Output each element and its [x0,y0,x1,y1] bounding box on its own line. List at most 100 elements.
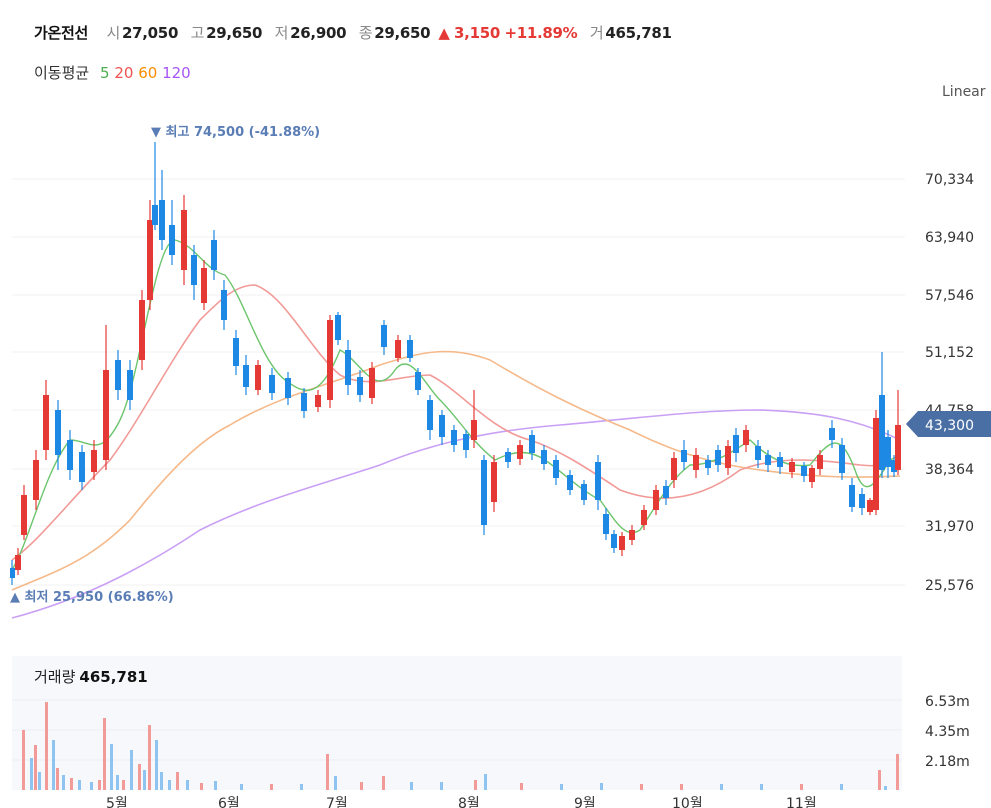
low-value: 26,900 [290,24,347,42]
open-label: 시 [106,24,120,42]
volume-panel-title: 거래량 465,781 [34,666,148,687]
volume-bar [520,783,523,790]
volume-bar [300,784,303,790]
volume-bar [884,786,887,790]
y-tick: 38,364 [925,462,974,478]
y-tick: 51,152 [925,345,974,361]
open-value: 27,050 [122,24,179,42]
volume-bar [800,784,803,790]
volume-bar [214,781,217,790]
volume-bar [62,775,65,790]
x-tick: 6월 [218,796,240,808]
volume-bar [168,780,171,790]
volume-bar [186,780,189,790]
y-tick: 70,334 [925,172,974,188]
volume-bar [78,780,81,790]
volume-bar [138,764,141,790]
volume-bar [155,740,158,790]
change-value: 3,150 [454,24,500,42]
volume-bar [474,780,477,790]
volume-panel-label: 거래량 [34,668,76,686]
ma-legend[interactable]: 이동평균 5 20 60 120 [34,62,191,83]
high-annotation: ▼ 최고 74,500 (-41.88%) [151,125,320,140]
ma20-label[interactable]: 20 [114,64,134,82]
high-label: 고 [190,24,205,42]
volume-bar [760,784,763,790]
volume-bar [410,782,413,790]
volume-bar [103,718,106,790]
volume-bar [143,770,146,790]
volume-bar [640,784,643,790]
ma5-label[interactable]: 5 [99,64,110,82]
x-tick: 7월 [326,796,348,808]
ma120-label[interactable]: 120 [162,64,191,82]
volume-bar [334,776,337,790]
ma-legend-title: 이동평균 [34,64,90,82]
volume-bar [484,774,487,790]
volume-bar [70,778,73,790]
volume-bar [326,754,329,790]
volume-bar [160,772,163,790]
volume-bar [270,784,273,790]
volume-bar [878,770,881,790]
x-tick: 11월 [786,796,817,808]
y-tick: 31,970 [925,519,974,535]
volume-bar [116,775,119,790]
volume-label: 거 [589,24,604,42]
close-value: 29,650 [374,24,431,42]
volume-bar [98,780,101,790]
volume-bars [22,702,899,790]
volume-bar [240,784,243,790]
y-tick: 57,546 [925,288,974,304]
volume-y-tick: 2.18m [925,754,970,770]
stock-name: 가온전선 [34,24,89,42]
x-tick: 5월 [106,796,128,808]
volume-bar [440,782,443,790]
ma60-line [11,350,901,591]
x-tick: 10월 [672,796,703,808]
volume-bar [90,782,93,790]
low-label: 저 [274,24,289,42]
volume-bar [680,784,683,790]
volume-bar [560,784,563,790]
volume-bar [720,784,723,790]
y-tick: 25,576 [925,578,974,594]
scale-toggle[interactable]: Linear [942,84,986,100]
volume-bar [22,730,25,790]
volume-bar [34,745,37,790]
low-annotation: ▲ 최저 25,950 (66.86%) [10,590,174,605]
volume-bar [200,783,203,790]
y-tick: 63,940 [925,230,974,246]
volume-bar [130,750,133,790]
x-tick: 8월 [458,796,480,808]
volume-bar [360,782,363,790]
current-price-tag: 43,300 [906,411,991,437]
x-tick: 9월 [574,796,596,808]
volume-bar [52,740,55,790]
volume-value: 465,781 [605,24,672,42]
close-label: 종 [358,24,373,42]
current-price-value: 43,300 [925,418,974,434]
volume-bar [110,744,113,790]
candlesticks [10,142,901,585]
ma20-line [11,284,901,561]
quote-header: 가온전선 시 27,050 고 29,650 저 26,900 종 29,650 ▲ 3,… [34,22,680,43]
ma60-label[interactable]: 60 [138,64,158,82]
volume-bar [896,754,899,790]
volume-panel [12,656,902,790]
volume-bar [122,780,125,790]
high-value: 29,650 [206,24,263,42]
change-percent: +11.89% [504,24,578,42]
volume-y-tick: 6.53m [925,694,970,710]
volume-bar [840,784,843,790]
volume-bar [38,772,41,790]
volume-panel-value: 465,781 [79,668,148,686]
change-arrow-icon: ▲ [438,24,450,42]
volume-bar [176,772,179,790]
volume-bar [56,768,59,790]
volume-bar [600,783,603,790]
volume-y-tick: 4.35m [925,724,970,740]
volume-bar [382,776,385,790]
volume-bar [30,758,33,790]
